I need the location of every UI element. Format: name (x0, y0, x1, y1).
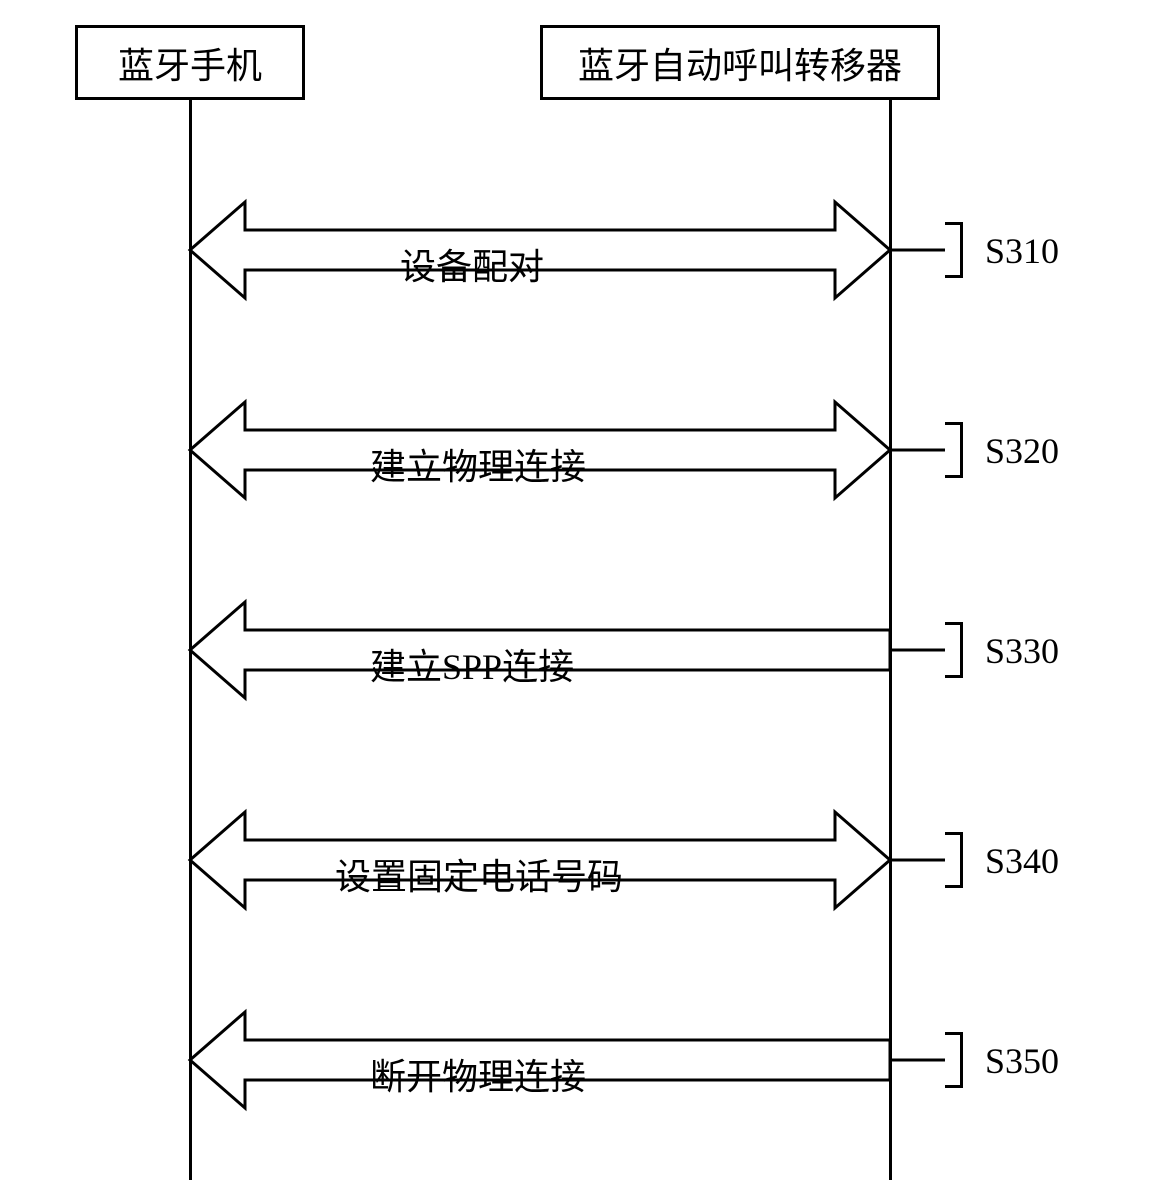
step-id-label: S310 (985, 230, 1059, 272)
step-bracket (945, 422, 963, 478)
message-label: 建立SPP连接 (370, 638, 574, 690)
step-bracket (945, 832, 963, 888)
arrow-layer (0, 0, 1159, 1200)
step-id-label: S350 (985, 1040, 1059, 1082)
left-lifeline (189, 100, 192, 1180)
right-lifeline (889, 100, 892, 1180)
right-participant-box: 蓝牙自动呼叫转移器 (540, 25, 940, 100)
step-id-label: S320 (985, 430, 1059, 472)
step-id-label: S330 (985, 630, 1059, 672)
step-bracket (945, 1032, 963, 1088)
message-label: 建立物理连接 (370, 438, 586, 490)
message-label: 断开物理连接 (370, 1048, 586, 1100)
message-label: 设置固定电话号码 (335, 848, 623, 900)
step-id-label: S340 (985, 840, 1059, 882)
right-participant-label: 蓝牙自动呼叫转移器 (578, 37, 902, 89)
step-bracket (945, 622, 963, 678)
left-participant-box: 蓝牙手机 (75, 25, 305, 100)
message-label: 设备配对 (400, 238, 544, 290)
step-bracket (945, 222, 963, 278)
left-participant-label: 蓝牙手机 (118, 37, 262, 89)
